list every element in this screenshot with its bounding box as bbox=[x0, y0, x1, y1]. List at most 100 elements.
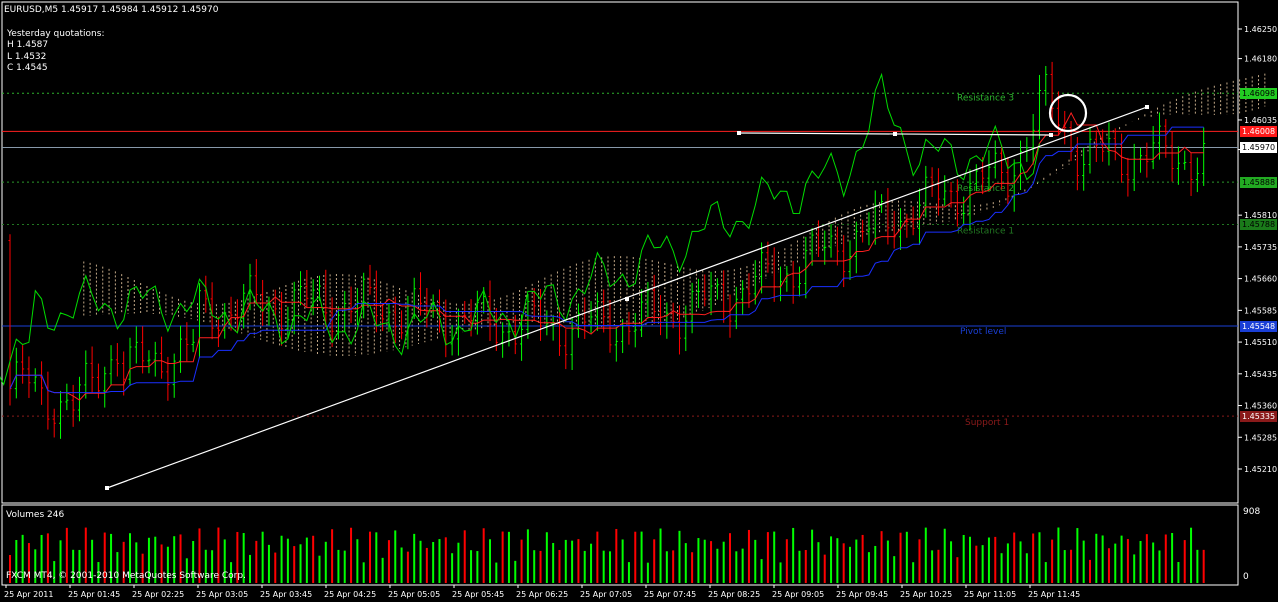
volume-bar bbox=[665, 551, 668, 583]
volume-bar bbox=[646, 562, 649, 583]
volume-bar bbox=[836, 538, 839, 583]
time-axis-label: 25 Apr 07:05 bbox=[580, 590, 632, 599]
volume-bar bbox=[103, 532, 106, 583]
volume-bar bbox=[785, 539, 788, 583]
volume-bar bbox=[583, 550, 586, 583]
pivot-level-name: Resistance 2 bbox=[957, 184, 1014, 194]
trend-line-anchor bbox=[105, 486, 109, 490]
price-tick-label: 1.45210 bbox=[1244, 465, 1277, 474]
volume-bar bbox=[463, 530, 466, 583]
volume-bar bbox=[558, 549, 561, 583]
volume-bar bbox=[413, 533, 416, 583]
yesterday-low: L 1.4532 bbox=[7, 52, 47, 62]
current-price-badge: 1.45970 bbox=[1240, 142, 1278, 154]
volume-bar bbox=[489, 539, 491, 583]
volume-min-label: 0 bbox=[1243, 572, 1249, 582]
volume-bar bbox=[1145, 534, 1148, 583]
kijun-line bbox=[9, 126, 1204, 394]
volume-bar bbox=[994, 536, 997, 583]
price-tick-label: 1.45810 bbox=[1244, 211, 1277, 220]
volume-bar bbox=[798, 550, 801, 583]
volume-bar bbox=[1101, 535, 1104, 583]
pivot-level-name: Resistance 1 bbox=[957, 226, 1014, 236]
volume-bar bbox=[72, 549, 75, 583]
volume-bar bbox=[356, 539, 359, 583]
horizontal-line-anchor bbox=[1049, 133, 1053, 137]
volume-bar bbox=[129, 533, 131, 583]
time-axis-label: 25 Apr 09:05 bbox=[772, 590, 824, 599]
volume-bar bbox=[21, 534, 24, 583]
volume-bar bbox=[261, 531, 264, 583]
volume-bar bbox=[716, 548, 719, 583]
volume-bar bbox=[1202, 549, 1205, 583]
time-axis-label: 25 Apr 04:25 bbox=[324, 590, 376, 599]
volume-bar bbox=[135, 542, 138, 583]
volume-bar bbox=[1158, 550, 1161, 583]
volume-bar bbox=[969, 536, 971, 583]
volume-bar bbox=[15, 539, 18, 583]
volume-bar bbox=[147, 537, 150, 583]
volume-bar bbox=[255, 540, 258, 583]
trend-line-anchor bbox=[1145, 105, 1149, 109]
volume-bar bbox=[893, 556, 896, 583]
volume-bar bbox=[179, 534, 182, 583]
volume-bar bbox=[173, 536, 176, 583]
volume-bar bbox=[110, 533, 113, 583]
volume-bar bbox=[324, 541, 327, 583]
price-tick-label: 1.46035 bbox=[1244, 116, 1277, 125]
volume-bar bbox=[267, 544, 270, 583]
volume-bar bbox=[735, 551, 738, 583]
volume-bar bbox=[653, 539, 656, 583]
volume-bar bbox=[571, 540, 574, 583]
volume-bar bbox=[1095, 533, 1098, 583]
volume-bar bbox=[242, 533, 245, 583]
volume-bar bbox=[400, 547, 403, 583]
volume-bar bbox=[53, 561, 56, 583]
volume-bar bbox=[59, 540, 62, 583]
volume-bar bbox=[577, 539, 580, 583]
price-level-badge: 1.45888 bbox=[1240, 177, 1278, 189]
time-axis-label: 25 Apr 10:25 bbox=[900, 590, 952, 599]
volume-bar bbox=[312, 535, 315, 583]
volume-bar bbox=[981, 545, 984, 583]
volume-bar bbox=[830, 536, 833, 583]
volume-bar bbox=[823, 554, 826, 583]
trend-line-anchor bbox=[625, 297, 629, 301]
volume-bar bbox=[249, 554, 251, 583]
annotation-circle bbox=[1048, 93, 1088, 133]
volume-bar bbox=[217, 527, 220, 583]
volume-bar bbox=[204, 549, 207, 583]
horizontal-line-anchor bbox=[893, 132, 897, 136]
volume-bar bbox=[406, 551, 409, 583]
volume-bar bbox=[861, 534, 864, 583]
volume-bar bbox=[369, 531, 371, 583]
volume-bar bbox=[293, 546, 296, 583]
volume-bar bbox=[678, 530, 681, 583]
volume-bar bbox=[950, 541, 953, 583]
chart-title: EURUSD,M5 1.45917 1.45984 1.45912 1.4597… bbox=[4, 5, 219, 15]
volume-bar bbox=[97, 562, 100, 583]
volume-bar bbox=[40, 534, 43, 583]
volume-bar bbox=[476, 551, 479, 583]
volume-panel-frame bbox=[1, 504, 1239, 586]
time-axis-label: 25 Apr 02:25 bbox=[132, 590, 184, 599]
volume-bar bbox=[141, 553, 144, 583]
volume-bar bbox=[337, 549, 340, 583]
volume-bar bbox=[91, 539, 94, 583]
volume-bar bbox=[545, 532, 548, 583]
volume-bar bbox=[520, 539, 523, 583]
price-tick-label: 1.45585 bbox=[1244, 306, 1277, 315]
volume-bar bbox=[1044, 562, 1047, 583]
price-tick-label: 1.45660 bbox=[1244, 275, 1277, 284]
volume-bar bbox=[1051, 539, 1054, 583]
volume-bar bbox=[46, 533, 49, 583]
volume-bar bbox=[918, 539, 921, 583]
volume-bar bbox=[122, 541, 125, 583]
volume-bar bbox=[470, 550, 473, 583]
volume-bar bbox=[526, 529, 529, 583]
time-axis-label: 25 Apr 2011 bbox=[4, 590, 53, 599]
volume-bar bbox=[27, 543, 30, 583]
volume-bar bbox=[729, 533, 731, 583]
